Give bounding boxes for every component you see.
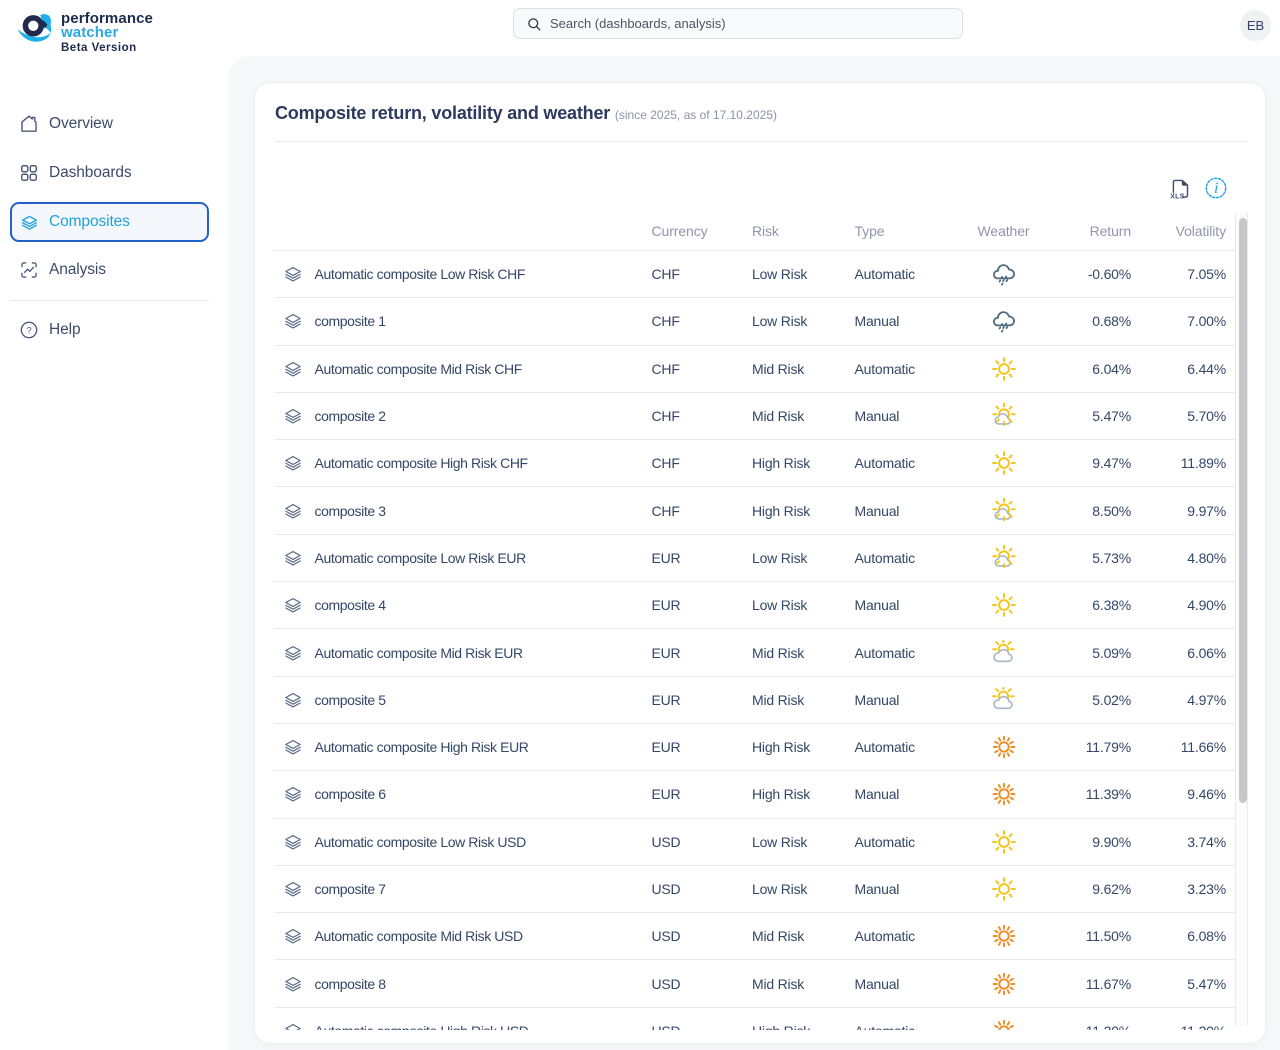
svg-text:i: i bbox=[1214, 180, 1218, 197]
svg-text:?: ? bbox=[26, 325, 31, 336]
svg-text:XLS: XLS bbox=[1170, 193, 1185, 200]
